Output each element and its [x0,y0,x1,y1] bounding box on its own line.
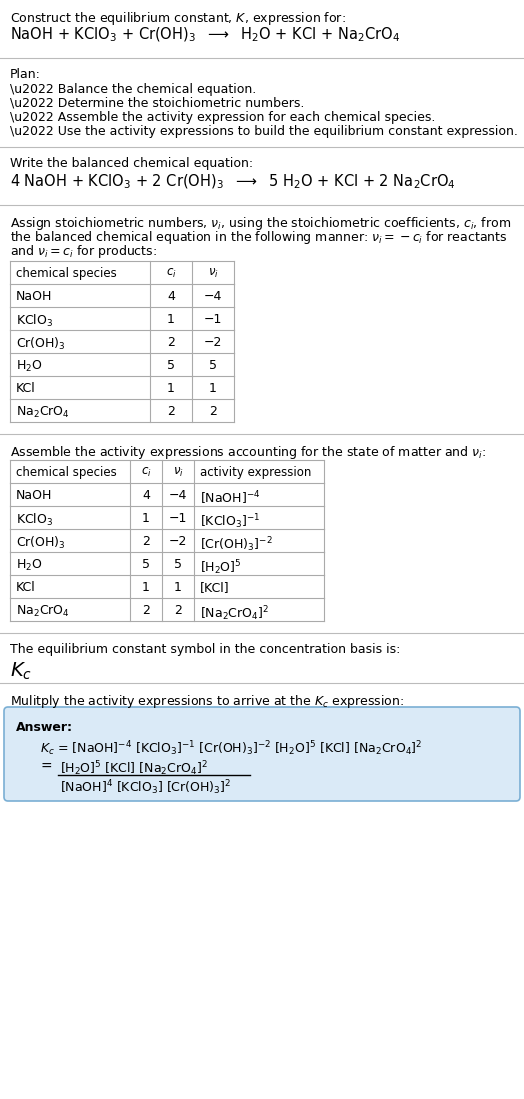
Text: and $\nu_i = c_i$ for products:: and $\nu_i = c_i$ for products: [10,243,157,260]
Text: NaOH + KClO$_3$ + Cr(OH)$_3$  $\longrightarrow$  H$_2$O + KCl + Na$_2$CrO$_4$: NaOH + KClO$_3$ + Cr(OH)$_3$ $\longright… [10,26,400,44]
Text: \u2022 Assemble the activity expression for each chemical species.: \u2022 Assemble the activity expression … [10,111,435,124]
Text: 5: 5 [174,558,182,571]
Text: 2: 2 [142,535,150,548]
Text: $c_i$: $c_i$ [140,466,151,479]
Text: 4: 4 [167,290,175,303]
Text: KCl: KCl [16,581,36,593]
Text: KClO$_3$: KClO$_3$ [16,512,53,529]
Text: −1: −1 [204,313,222,326]
Text: $\nu_i$: $\nu_i$ [172,466,183,479]
Text: 2: 2 [167,336,175,349]
Text: 1: 1 [142,581,150,593]
Text: 2: 2 [142,604,150,617]
Text: −2: −2 [204,336,222,349]
Text: Write the balanced chemical equation:: Write the balanced chemical equation: [10,157,253,170]
Text: Na$_2$CrO$_4$: Na$_2$CrO$_4$ [16,604,70,619]
Text: 5: 5 [167,359,175,371]
Text: 5: 5 [142,558,150,571]
Text: [H$_2$O]$^5$ [KCl] [Na$_2$CrO$_4$]$^2$: [H$_2$O]$^5$ [KCl] [Na$_2$CrO$_4$]$^2$ [60,759,208,778]
Text: −1: −1 [169,512,187,525]
Text: Assign stoichiometric numbers, $\nu_i$, using the stoichiometric coefficients, $: Assign stoichiometric numbers, $\nu_i$, … [10,215,511,232]
Text: Answer:: Answer: [16,721,73,734]
Text: activity expression: activity expression [200,466,311,479]
Text: H$_2$O: H$_2$O [16,558,42,573]
Text: \u2022 Determine the stoichiometric numbers.: \u2022 Determine the stoichiometric numb… [10,97,304,110]
Text: Cr(OH)$_3$: Cr(OH)$_3$ [16,535,66,551]
Text: 2: 2 [209,406,217,418]
Text: −4: −4 [204,290,222,303]
Text: [KCl]: [KCl] [200,581,230,593]
Text: Assemble the activity expressions accounting for the state of matter and $\nu_i$: Assemble the activity expressions accoun… [10,444,486,460]
Text: Mulitply the activity expressions to arrive at the $K_c$ expression:: Mulitply the activity expressions to arr… [10,693,405,710]
Text: NaOH: NaOH [16,489,52,502]
Text: 5: 5 [209,359,217,371]
Text: 1: 1 [167,313,175,326]
Text: 4: 4 [142,489,150,502]
Text: [NaOH]$^4$ [KClO$_3$] [Cr(OH)$_3$]$^2$: [NaOH]$^4$ [KClO$_3$] [Cr(OH)$_3$]$^2$ [60,778,232,797]
Text: 4 NaOH + KClO$_3$ + 2 Cr(OH)$_3$  $\longrightarrow$  5 H$_2$O + KCl + 2 Na$_2$Cr: 4 NaOH + KClO$_3$ + 2 Cr(OH)$_3$ $\longr… [10,173,456,191]
FancyBboxPatch shape [4,707,520,801]
Text: $c_i$: $c_i$ [166,267,177,280]
Text: 1: 1 [142,512,150,525]
Text: 2: 2 [167,406,175,418]
Text: KCl: KCl [16,382,36,395]
Text: chemical species: chemical species [16,267,117,280]
Text: \u2022 Use the activity expressions to build the equilibrium constant expression: \u2022 Use the activity expressions to b… [10,125,518,138]
Text: 1: 1 [167,382,175,395]
Text: Plan:: Plan: [10,68,41,81]
Text: the balanced chemical equation in the following manner: $\nu_i = -c_i$ for react: the balanced chemical equation in the fo… [10,229,507,246]
Text: Construct the equilibrium constant, $K$, expression for:: Construct the equilibrium constant, $K$,… [10,10,346,27]
Text: [Cr(OH)$_3$]$^{-2}$: [Cr(OH)$_3$]$^{-2}$ [200,535,272,554]
Text: Na$_2$CrO$_4$: Na$_2$CrO$_4$ [16,406,70,420]
Text: $K_c$ = [NaOH]$^{-4}$ [KClO$_3$]$^{-1}$ [Cr(OH)$_3$]$^{-2}$ [H$_2$O]$^5$ [KCl] [: $K_c$ = [NaOH]$^{-4}$ [KClO$_3$]$^{-1}$ … [40,739,422,757]
Text: Cr(OH)$_3$: Cr(OH)$_3$ [16,336,66,352]
Text: [Na$_2$CrO$_4$]$^2$: [Na$_2$CrO$_4$]$^2$ [200,604,269,623]
Text: KClO$_3$: KClO$_3$ [16,313,53,329]
Text: −4: −4 [169,489,187,502]
Text: [H$_2$O]$^5$: [H$_2$O]$^5$ [200,558,242,577]
Text: The equilibrium constant symbol in the concentration basis is:: The equilibrium constant symbol in the c… [10,643,400,656]
Text: H$_2$O: H$_2$O [16,359,42,374]
Text: \u2022 Balance the chemical equation.: \u2022 Balance the chemical equation. [10,84,256,96]
Text: [KClO$_3$]$^{-1}$: [KClO$_3$]$^{-1}$ [200,512,260,531]
Text: NaOH: NaOH [16,290,52,303]
Text: −2: −2 [169,535,187,548]
Text: 2: 2 [174,604,182,617]
Text: $K_c$: $K_c$ [10,660,32,682]
Text: =: = [40,761,52,774]
Text: [NaOH]$^{-4}$: [NaOH]$^{-4}$ [200,489,260,507]
Text: chemical species: chemical species [16,466,117,479]
Text: $\nu_i$: $\nu_i$ [208,267,219,280]
Text: 1: 1 [174,581,182,593]
Text: 1: 1 [209,382,217,395]
